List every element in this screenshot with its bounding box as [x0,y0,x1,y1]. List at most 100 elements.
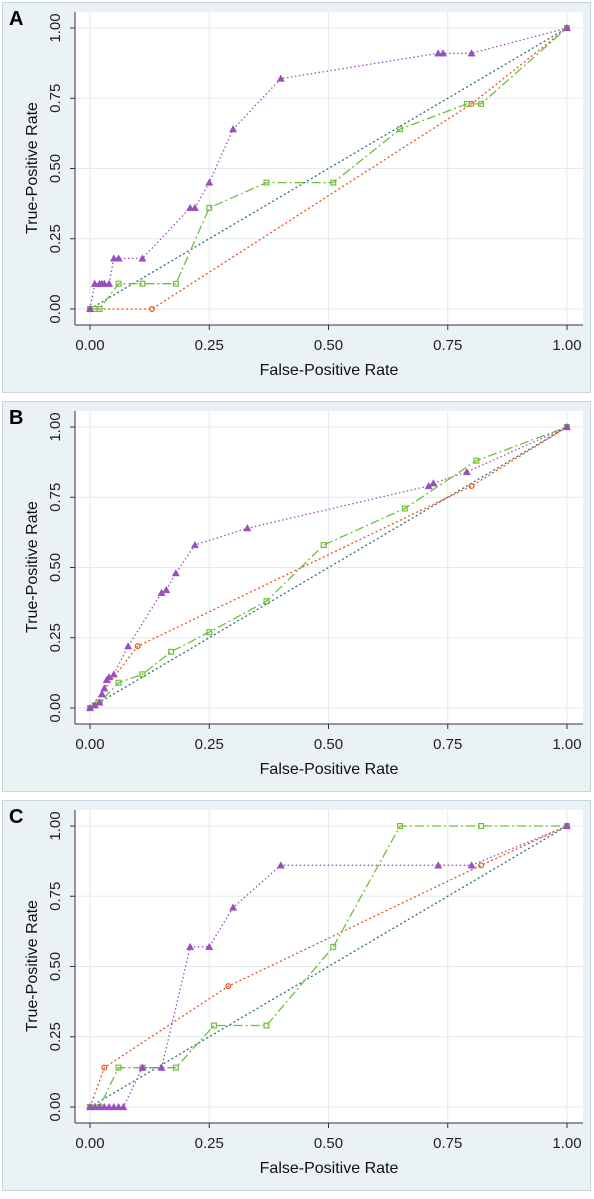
data-point-square [320,542,327,549]
y-tick-label: 0.50 [47,952,64,981]
x-tick-label: 0.25 [195,337,224,354]
data-point-triangle [186,942,195,950]
data-point-square [211,1022,218,1029]
data-point-square [115,280,122,287]
x-tick-label: 1.00 [552,736,581,753]
y-tick-label: 1.00 [47,811,64,840]
data-point-triangle [467,49,476,57]
data-point-triangle [467,861,476,869]
panel-letter: C [9,806,23,828]
x-tick-label: 0.75 [433,736,462,753]
panel-letter: B [9,407,23,429]
x-tick-label: 0.50 [314,337,343,354]
data-point-triangle [171,569,180,577]
data-point-triangle [157,1063,166,1071]
y-tick-label: 0.75 [47,882,64,911]
series-line-dash-dot-square [90,27,568,310]
y-tick-label: 0.25 [47,1022,64,1051]
data-point-triangle [162,585,171,594]
data-point-square [463,100,470,107]
chart-panel-c: 0.00 0.00 0.25 0.25 0.50 0.50 0.75 0.75 1.00 1.00… [2,800,591,1191]
data-point-square [263,598,270,605]
data-point-circle [468,483,475,490]
y-axis-title: True-Positive Rate [24,102,41,234]
y-tick-label: 0.00 [47,693,64,722]
data-point-square [139,671,146,678]
roc-chart-a: 0.00 0.00 0.25 0.25 0.50 0.50 0.75 0.75 1.00 1.00… [9,8,583,379]
x-axis-title: False-Positive Rate [260,1160,399,1177]
data-point-circle [478,862,485,869]
data-point-square [263,1022,270,1029]
data-point-triangle [429,479,438,487]
x-tick-label: 0.00 [75,1135,104,1152]
y-axis-title: True-Positive Rate [24,501,41,633]
data-point-square [206,204,213,211]
y-tick-label: 0.75 [47,483,64,512]
y-axis-title: True-Positive Rate [24,900,41,1032]
data-point-triangle [205,178,214,186]
data-point-square [115,1064,122,1071]
x-tick-label: 0.50 [314,736,343,753]
x-tick-label: 0.25 [195,1135,224,1152]
data-point-square [139,280,146,287]
data-point-triangle [190,203,199,211]
x-tick-label: 1.00 [552,337,581,354]
roc-chart-b: 0.00 0.00 0.25 0.25 0.50 0.50 0.75 0.75 1.00 1.00… [9,407,583,778]
data-point-square [115,679,122,686]
data-point-triangle [124,642,133,650]
data-point-triangle [276,861,285,869]
data-point-triangle [190,540,199,549]
data-point-circle [149,306,156,313]
data-point-triangle [229,903,238,911]
series-line-dash-dot-square [90,825,567,1108]
data-point-triangle [138,1063,147,1071]
data-point-triangle [109,670,118,678]
data-point-triangle [119,1102,128,1111]
data-point-triangle [276,74,285,82]
y-tick-label: 0.00 [47,294,64,323]
data-point-square [330,943,337,950]
y-tick-label: 0.00 [47,1092,64,1121]
data-point-triangle [243,524,252,532]
panel-letter: A [9,8,23,30]
y-tick-label: 0.50 [47,154,64,183]
data-point-square [330,179,337,186]
data-point-square [401,505,408,512]
data-point-triangle [462,467,471,476]
x-tick-label: 0.00 [75,337,104,354]
chart-panel-a: 0.00 0.00 0.25 0.25 0.50 0.50 0.75 0.75 1.00 1.00… [2,2,591,393]
x-axis-title: False-Positive Rate [260,761,399,778]
data-point-triangle [562,23,572,32]
data-point-triangle [205,942,214,950]
x-tick-label: 0.25 [195,736,224,753]
data-point-triangle [105,279,114,287]
y-tick-label: 0.25 [47,224,64,253]
data-point-square [96,306,103,313]
x-tick-label: 0.75 [433,1135,462,1152]
data-point-circle [101,1064,108,1071]
data-point-square [478,823,485,830]
roc-chart-c: 0.00 0.00 0.25 0.25 0.50 0.50 0.75 0.75 1.00 1.00… [9,806,583,1177]
y-tick-label: 1.00 [47,13,64,42]
data-point-triangle [229,125,238,133]
x-tick-label: 1.00 [552,1135,581,1152]
data-point-triangle [85,304,95,313]
data-point-square [206,629,213,636]
data-point-square [172,1064,179,1071]
y-tick-label: 0.75 [47,84,64,113]
data-point-square [473,457,480,464]
x-tick-label: 0.50 [314,1135,343,1152]
data-point-triangle [114,254,123,262]
series-line-dash-dot-square [89,426,568,709]
data-point-triangle [97,689,106,698]
y-tick-label: 0.25 [47,623,64,652]
series-line-dotted-circle [89,426,568,709]
y-tick-label: 1.00 [47,412,64,441]
data-point-triangle [438,49,448,57]
chart-panel-b: 0.00 0.00 0.25 0.25 0.50 0.50 0.75 0.75 1.00 1.00… [2,401,591,792]
data-point-triangle [95,698,104,706]
data-point-triangle [562,422,572,431]
x-axis-title: False-Positive Rate [260,362,399,379]
data-point-square [172,280,179,287]
data-point-triangle [434,861,443,869]
